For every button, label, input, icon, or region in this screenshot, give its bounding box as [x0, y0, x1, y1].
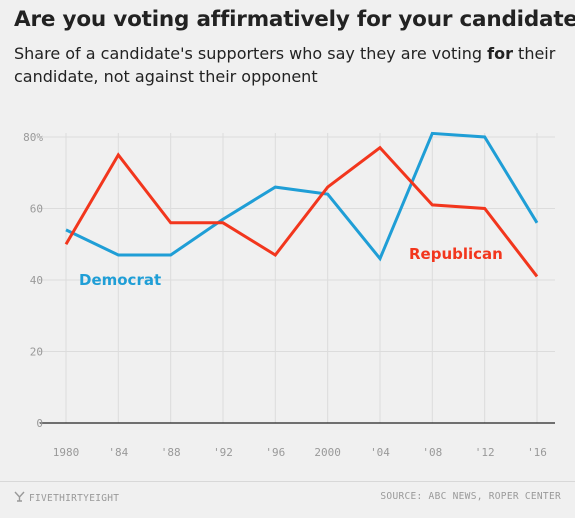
- democrat-series-label: Democrat: [79, 271, 161, 289]
- x-tick-label: 2000: [314, 446, 341, 459]
- x-tick-label: '16: [527, 446, 547, 459]
- series-labels: Democrat Republican: [79, 245, 503, 289]
- x-tick-label: '88: [161, 446, 181, 459]
- x-axis-ticks: 1980 '84 '88 '92 '96 2000 '04 '08 '12 '16: [53, 446, 547, 459]
- x-tick-label: '84: [108, 446, 128, 459]
- y-tick-label: 80%: [23, 131, 43, 144]
- fivethirtyeight-logo-icon: [14, 491, 25, 505]
- y-tick-label: 0: [36, 417, 43, 430]
- y-axis-ticks: 0 20 40 60 80%: [23, 131, 43, 430]
- democrat-line: [65, 131, 539, 262]
- source-note: SOURCE: ABC NEWS, ROPER CENTER: [380, 491, 561, 502]
- subtitle-text-start: Share of a candidate's supporters who sa…: [14, 44, 488, 63]
- chart-title: Are you voting affirmatively for your ca…: [14, 7, 575, 32]
- x-tick-label: '04: [370, 446, 390, 459]
- x-tick-label: '08: [422, 446, 442, 459]
- y-tick-label: 60: [30, 203, 43, 216]
- x-tick-label: '92: [213, 446, 233, 459]
- subtitle-emphasis: for: [487, 44, 513, 63]
- footer-brand: FIVETHIRTYEIGHT: [14, 491, 119, 505]
- republican-line: [64, 145, 539, 278]
- x-tick-label: 1980: [53, 446, 80, 459]
- x-tick-label: '12: [475, 446, 495, 459]
- republican-series-label: Republican: [409, 245, 503, 263]
- series-lines: [64, 131, 539, 278]
- x-tick-label: '96: [265, 446, 285, 459]
- y-tick-label: 40: [30, 274, 43, 287]
- line-chart: 0 20 40 60 80% 1980 '84 '88 '92 '96 2000 '04 '08 '12…: [23, 131, 555, 459]
- brand-name: FIVETHIRTYEIGHT: [29, 492, 120, 504]
- chart-subtitle: Share of a candidate's supporters who sa…: [14, 42, 564, 88]
- subtitle-text-end: their candidate, not against their oppon…: [14, 44, 556, 86]
- y-tick-label: 20: [30, 346, 43, 359]
- footer-divider: [0, 481, 575, 482]
